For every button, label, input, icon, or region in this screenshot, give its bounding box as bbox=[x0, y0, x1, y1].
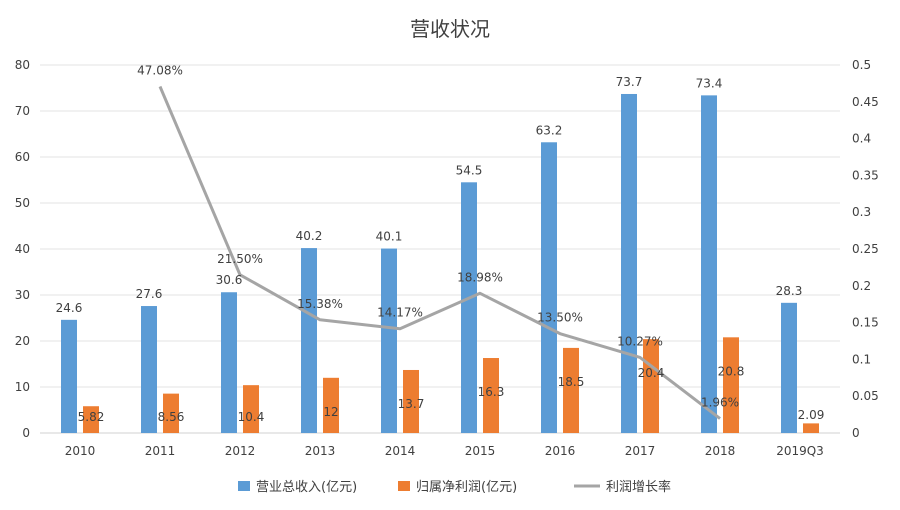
x-category-label: 2017 bbox=[625, 444, 656, 458]
growth-rate-data-label: 10.27% bbox=[617, 334, 663, 348]
net-profit-data-label: 13.7 bbox=[398, 397, 425, 411]
growth-line bbox=[158, 85, 721, 420]
net-profit-data-label: 8.56 bbox=[158, 410, 185, 424]
x-category-label: 2019Q3 bbox=[776, 444, 824, 458]
x-category-label: 2010 bbox=[65, 444, 96, 458]
growth-rate-data-label: 1.96% bbox=[701, 396, 739, 410]
net-profit-bar bbox=[323, 377, 339, 433]
left-tick-label: 30 bbox=[15, 288, 30, 302]
legend-swatch bbox=[398, 481, 410, 491]
revenue-bar bbox=[301, 248, 317, 433]
revenue-data-label: 24.6 bbox=[56, 301, 83, 315]
revenue-bar bbox=[381, 248, 397, 433]
revenue-data-label: 30.6 bbox=[216, 273, 243, 287]
revenue-data-label: 40.1 bbox=[376, 230, 403, 244]
net-profit-bar bbox=[243, 385, 259, 433]
net-profit-data-label: 2.09 bbox=[798, 408, 825, 422]
right-tick-label: 0.45 bbox=[852, 95, 879, 109]
legend-label: 营业总收入(亿元) bbox=[256, 480, 357, 495]
right-tick-label: 0.4 bbox=[852, 132, 871, 146]
right-tick-label: 0.35 bbox=[852, 168, 879, 182]
revenue-data-label: 27.6 bbox=[136, 287, 163, 301]
right-tick-label: 0.05 bbox=[852, 389, 879, 403]
bars bbox=[61, 93, 819, 434]
left-tick-label: 40 bbox=[15, 242, 30, 256]
revenue-bar bbox=[221, 292, 237, 433]
revenue-bar bbox=[541, 142, 557, 433]
net-profit-data-label: 10.4 bbox=[238, 410, 265, 424]
legend-label: 归属净利润(亿元) bbox=[416, 480, 517, 495]
growth-rate-data-label: 15.38% bbox=[297, 297, 343, 311]
growth-rate-line bbox=[158, 85, 721, 420]
net-profit-data-label: 18.5 bbox=[558, 375, 585, 389]
chart-title: 营收状况 bbox=[410, 17, 490, 41]
revenue-bar bbox=[701, 95, 717, 434]
right-tick-label: 0.5 bbox=[852, 58, 871, 72]
revenue-data-label: 40.2 bbox=[296, 229, 323, 243]
right-tick-label: 0.25 bbox=[852, 242, 879, 256]
x-category-label: 2012 bbox=[225, 444, 256, 458]
left-tick-label: 50 bbox=[15, 196, 30, 210]
net-profit-data-label: 16.3 bbox=[478, 385, 505, 399]
right-tick-label: 0.2 bbox=[852, 279, 871, 293]
net-profit-data-label: 5.82 bbox=[78, 410, 105, 424]
revenue-data-label: 63.2 bbox=[536, 123, 563, 137]
left-tick-label: 20 bbox=[15, 334, 30, 348]
x-category-label: 2011 bbox=[145, 444, 176, 458]
x-category-label: 2013 bbox=[305, 444, 336, 458]
net-profit-bar bbox=[83, 406, 99, 433]
net-profit-bar bbox=[483, 358, 499, 433]
right-tick-label: 0.1 bbox=[852, 352, 871, 366]
revenue-data-label: 28.3 bbox=[776, 284, 803, 298]
left-tick-label: 10 bbox=[15, 380, 30, 394]
legend-label: 利润增长率 bbox=[606, 479, 671, 495]
net-profit-bar bbox=[643, 339, 659, 433]
left-tick-label: 80 bbox=[15, 58, 30, 72]
growth-rate-data-label: 13.50% bbox=[537, 311, 583, 325]
legend: 营业总收入(亿元) 归属净利润(亿元) 利润增长率 bbox=[238, 479, 671, 495]
x-category-label: 2014 bbox=[385, 444, 416, 458]
net-profit-bar bbox=[403, 369, 419, 433]
grid-lines bbox=[40, 64, 840, 434]
data-labels: 24.6 27.6 30.6 40.2 40.1 54.5 63.2 73.7 73.4 28.3… bbox=[56, 63, 825, 424]
left-tick-label: 0 bbox=[22, 426, 30, 440]
growth-rate-data-label: 14.17% bbox=[377, 306, 423, 320]
revenue-bar bbox=[781, 302, 797, 433]
net-profit-data-label: 12 bbox=[323, 405, 338, 419]
net-profit-bar bbox=[723, 337, 739, 433]
revenue-bar bbox=[61, 319, 77, 433]
right-tick-label: 0.3 bbox=[852, 205, 871, 219]
x-category-label: 2015 bbox=[465, 444, 496, 458]
x-axis-categories: 2010 2011 2012 2013 2014 2015 2016 2017 2018 2019… bbox=[65, 444, 824, 458]
revenue-data-label: 73.7 bbox=[616, 75, 643, 89]
right-tick-label: 0.15 bbox=[852, 316, 879, 330]
growth-rate-data-label: 18.98% bbox=[457, 270, 503, 284]
revenue-bar bbox=[621, 93, 637, 433]
x-category-label: 2018 bbox=[705, 444, 736, 458]
left-tick-label: 70 bbox=[15, 104, 30, 118]
growth-rate-data-label: 47.08% bbox=[137, 63, 183, 77]
revenue-bar bbox=[141, 306, 157, 433]
net-profit-bar bbox=[803, 423, 819, 433]
net-profit-data-label: 20.4 bbox=[638, 366, 665, 380]
right-tick-label: 0 bbox=[852, 426, 860, 440]
revenue-data-label: 73.4 bbox=[696, 76, 723, 90]
left-y-axis: 0 10 20 30 40 50 60 70 80 bbox=[15, 58, 30, 440]
net-profit-bar bbox=[163, 393, 179, 433]
growth-rate-data-label: 21.50% bbox=[217, 252, 263, 266]
legend-swatch bbox=[238, 481, 250, 491]
revenue-data-label: 54.5 bbox=[456, 163, 483, 177]
x-category-label: 2016 bbox=[545, 444, 576, 458]
left-tick-label: 60 bbox=[15, 150, 30, 164]
right-y-axis: 0 0.05 0.1 0.15 0.2 0.25 0.3 0.35 0.4 0.45 0.5 bbox=[852, 58, 879, 440]
revenue-bar bbox=[461, 182, 477, 433]
net-profit-bar bbox=[563, 347, 579, 433]
net-profit-data-label: 20.8 bbox=[718, 364, 745, 378]
